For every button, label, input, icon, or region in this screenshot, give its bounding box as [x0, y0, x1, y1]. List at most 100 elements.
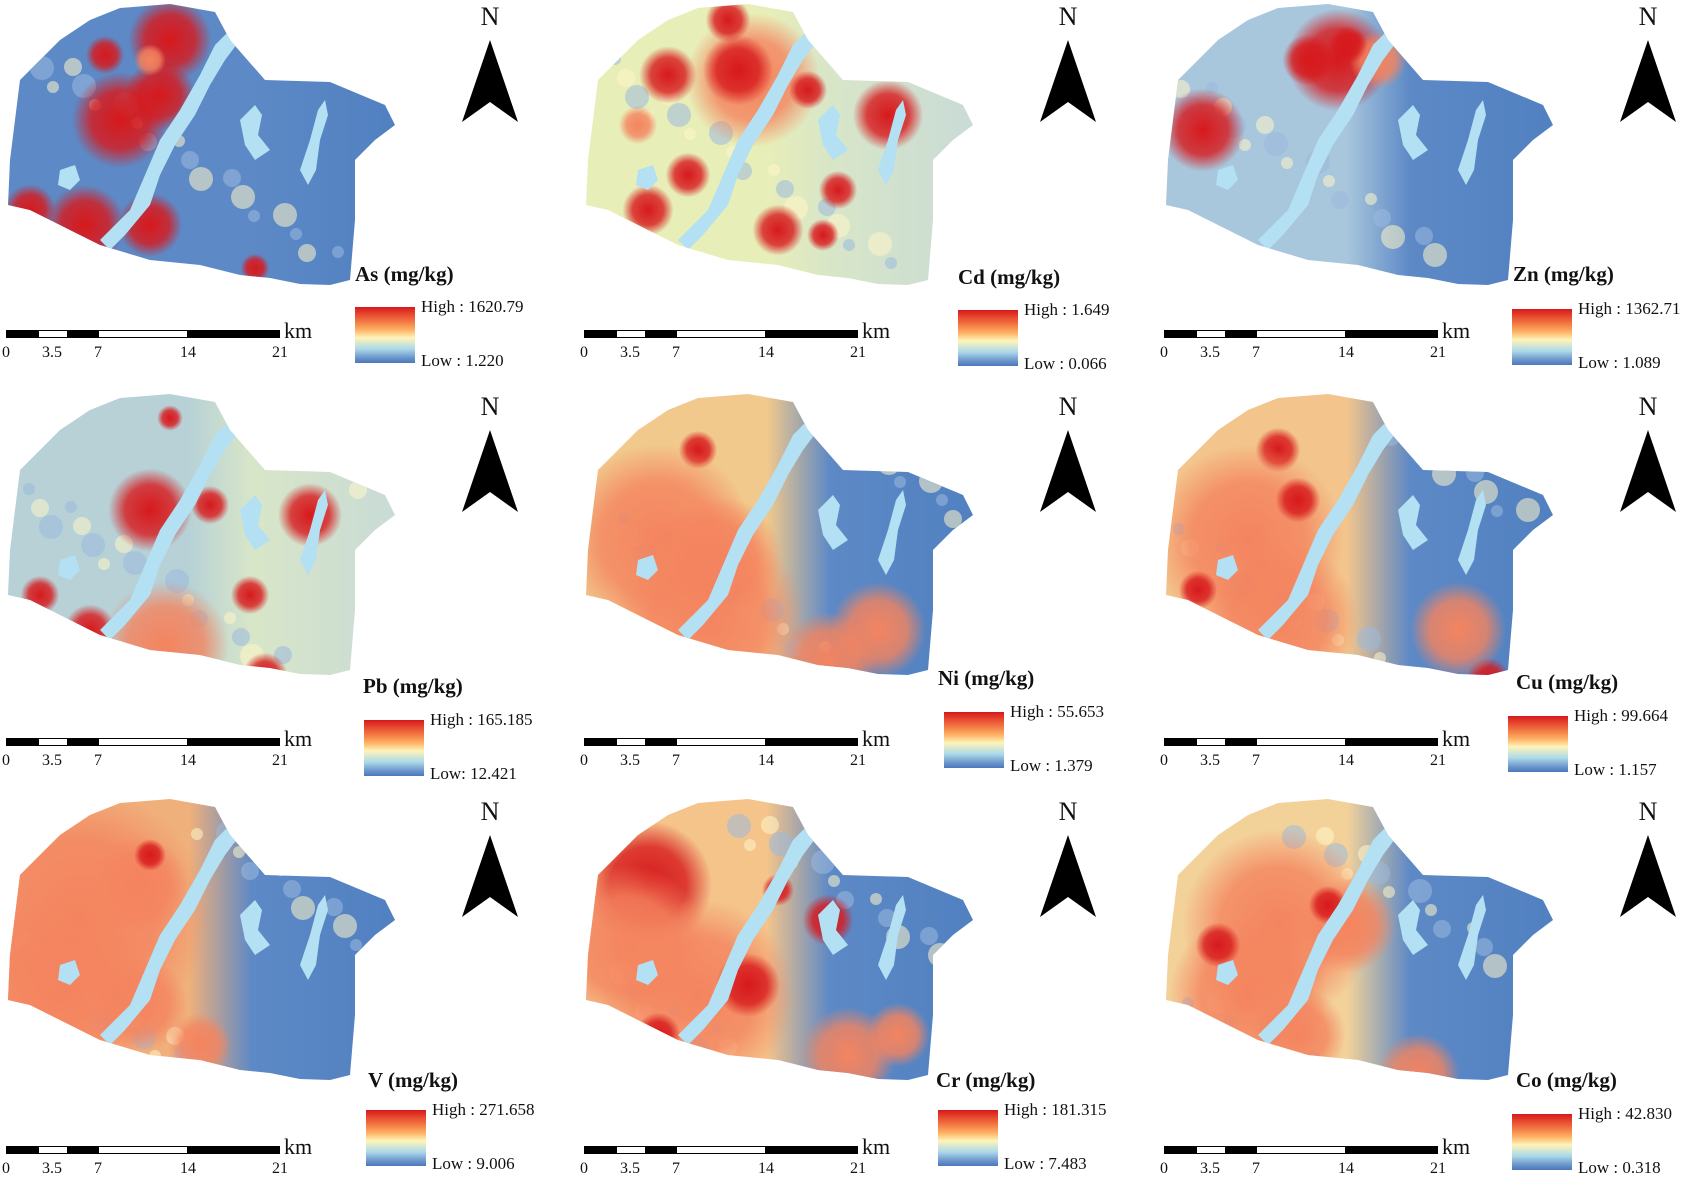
scale-bar-tick-label: 21 [272, 752, 288, 769]
scale-bar-tick-label: 7 [94, 344, 102, 361]
scale-bar-segment [98, 738, 188, 746]
scale-bar-tick-label: 14 [758, 752, 774, 769]
scale-bar: 0 3.5 7 14 21 km [1160, 1134, 1484, 1186]
north-arrow-icon [1040, 835, 1096, 917]
scale-bar-segment [616, 330, 646, 338]
scale-bar-tick-label: 7 [1252, 1160, 1260, 1177]
scale-bar-unit: km [284, 318, 313, 343]
scale-bar-segment [584, 738, 616, 746]
map-v [8, 799, 395, 1080]
scale-bar-unit: km [1442, 318, 1471, 343]
scale-bar: 0 3.5 7 14 21 km [2, 726, 326, 778]
scale-bar-segment [584, 1146, 616, 1154]
legend-low-value: Low : 1.157 [1574, 760, 1657, 779]
legend-high-value: High : 1362.71 [1578, 299, 1681, 318]
map-co [1166, 799, 1553, 1080]
scale-bar-unit: km [1442, 1134, 1471, 1159]
scale-bar-segment [68, 330, 98, 338]
legend-color-ramp [1512, 1114, 1572, 1170]
scale-bar-segment [6, 330, 38, 338]
scale-bar-segment [1196, 738, 1226, 746]
north-arrow: N [1038, 392, 1098, 512]
scale-bar-tick-label: 21 [850, 344, 866, 361]
scale-bar-tick-label: 3.5 [620, 1160, 640, 1177]
legend-title-co: Co (mg/kg) [1516, 1068, 1617, 1092]
scale-bar-segment [98, 1146, 188, 1154]
north-arrow-icon [1620, 835, 1676, 917]
legend-low-value: Low : 1.089 [1578, 353, 1661, 372]
scale-bar-tick-label: 7 [94, 752, 102, 769]
legend-high-value: High : 1.649 [1024, 300, 1110, 319]
scale-bar-segment [646, 1146, 676, 1154]
scale-bar-segment [188, 738, 280, 746]
legend-title-as: As (mg/kg) [355, 262, 454, 286]
scale-bar-segment [1196, 330, 1226, 338]
legend-high-value: High : 165.185 [430, 710, 533, 729]
scale-bar-tick-label: 14 [758, 1160, 774, 1177]
scale-bar-tick-label: 7 [1252, 344, 1260, 361]
scale-bar: 0 3.5 7 14 21 km [580, 318, 904, 370]
scale-bar: 0 3.5 7 14 21 km [2, 318, 326, 370]
scale-bar-segment [676, 330, 766, 338]
scale-bar-tick-label: 7 [672, 752, 680, 769]
legend-color-ramp [938, 1110, 998, 1166]
north-label: N [1638, 797, 1658, 826]
north-arrow-icon [462, 430, 518, 512]
legend-title-cr: Cr (mg/kg) [936, 1068, 1036, 1092]
legend-title-pb: Pb (mg/kg) [363, 674, 463, 698]
legend-high-value: High : 42.830 [1578, 1104, 1672, 1123]
legend-high-value: High : 181.315 [1004, 1100, 1107, 1119]
scale-bar-tick-label: 14 [180, 752, 196, 769]
legend-low-value: Low : 1.379 [1010, 756, 1093, 775]
scale-bar-tick-label: 14 [180, 1160, 196, 1177]
scale-bar-tick-label: 21 [1430, 1160, 1446, 1177]
north-arrow: N [1618, 2, 1678, 122]
north-label: N [480, 797, 500, 826]
scale-bar-segment [616, 1146, 646, 1154]
scale-bar-tick-label: 3.5 [42, 1160, 62, 1177]
scale-bar-segment [1346, 330, 1438, 338]
legend-low-value: Low : 7.483 [1004, 1154, 1087, 1173]
scale-bar-tick-label: 21 [850, 1160, 866, 1177]
map-zn [1166, 4, 1553, 285]
legend-title-cu: Cu (mg/kg) [1516, 670, 1619, 694]
legend-color-ramp [958, 310, 1018, 366]
scale-bar-segment [676, 738, 766, 746]
scale-bar-segment [646, 738, 676, 746]
scale-bar-tick-label: 14 [1338, 1160, 1354, 1177]
scale-bar-tick-label: 21 [1430, 344, 1446, 361]
north-arrow-icon [1040, 40, 1096, 122]
legend-high-value: High : 99.664 [1574, 706, 1668, 725]
scale-bar-unit: km [862, 726, 891, 751]
scale-bar: 0 3.5 7 14 21 km [580, 726, 904, 778]
map-as [8, 4, 395, 285]
north-label: N [1638, 392, 1658, 421]
scale-bar: 0 3.5 7 14 21 km [580, 1134, 904, 1186]
scale-bar-segment [1226, 1146, 1256, 1154]
north-label: N [1638, 2, 1658, 31]
scale-bar-tick-label: 0 [2, 344, 10, 361]
scale-bar-tick-label: 0 [580, 1160, 588, 1177]
scale-bar-segment [1346, 1146, 1438, 1154]
scale-bar-unit: km [284, 1134, 313, 1159]
north-label: N [1058, 392, 1078, 421]
scale-bar-tick-label: 7 [672, 344, 680, 361]
scale-bar-segment [766, 330, 858, 338]
scale-bar-tick-label: 3.5 [620, 752, 640, 769]
north-label: N [1058, 2, 1078, 31]
scale-bar-segment [188, 1146, 280, 1154]
map-ni [586, 394, 973, 675]
scale-bar-segment [646, 330, 676, 338]
legend-color-ramp [366, 1110, 426, 1166]
north-arrow: N [460, 797, 520, 917]
legend-high-value: High : 271.658 [432, 1100, 535, 1119]
scale-bar-unit: km [1442, 726, 1471, 751]
scale-bar-tick-label: 0 [2, 752, 10, 769]
scale-bar-tick-label: 14 [1338, 344, 1354, 361]
scale-bar-tick-label: 7 [672, 1160, 680, 1177]
scale-bar-segment [584, 330, 616, 338]
scale-bar-tick-label: 3.5 [1200, 752, 1220, 769]
legend-low-value: Low: 12.421 [430, 764, 517, 783]
north-arrow-icon [462, 835, 518, 917]
scale-bar-segment [1196, 1146, 1226, 1154]
